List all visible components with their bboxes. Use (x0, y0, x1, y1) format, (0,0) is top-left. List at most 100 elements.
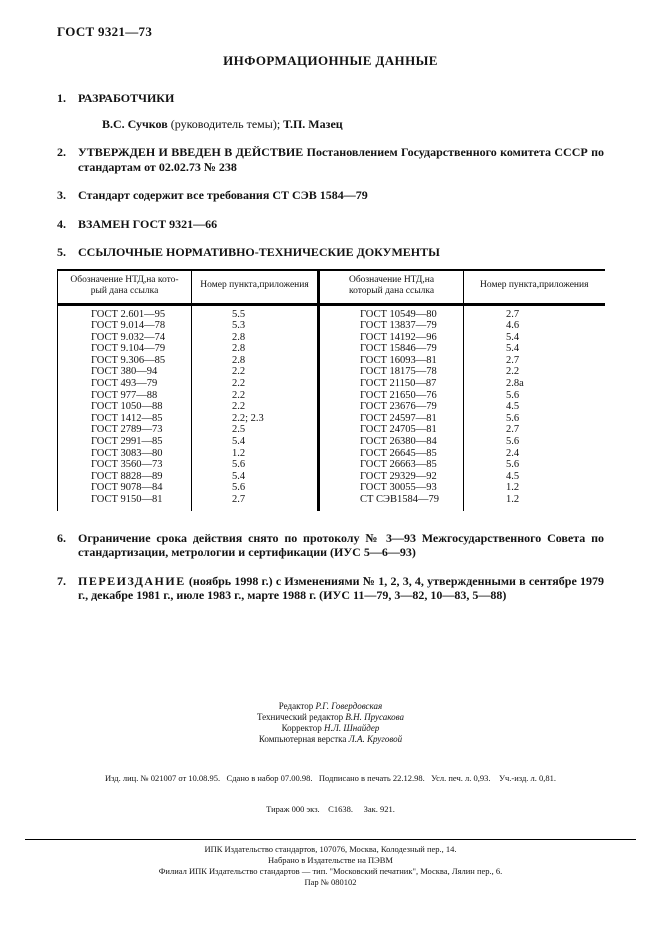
credit-line: Корректор Н.Л. Шнайдер (57, 723, 604, 734)
clause-cell: 2.2 (191, 389, 320, 402)
ntd-ref-cell: ГОСТ 15846—79 (318, 343, 464, 355)
clause-cell: 1.2 (191, 447, 320, 460)
credits-block: Редактор Р.Г. Говердовская Технический р… (57, 701, 604, 745)
ntd-ref-cell: ГОСТ 21150—87 (318, 378, 464, 390)
clause-cell: 5.6 (506, 459, 520, 471)
col-header-ntd-right: Обозначение НТД,на который дана ссылка (318, 269, 464, 306)
clause-cell: 5.6 (506, 412, 520, 424)
publisher-line: Филиал ИПК Издательство стандартов — тип… (158, 865, 503, 876)
table-row: ГОСТ 3083—80 1.2 ГОСТ 26645—85 2.4 (57, 447, 605, 460)
clause-cell: 5.4 (191, 470, 320, 483)
clause-cell: 2.2 (191, 401, 320, 413)
clause-cell: 5.6 (506, 389, 520, 401)
clause-cell: 2.8 (191, 354, 320, 367)
table-row: ГОСТ 493—79 2.2 ГОСТ 21150—87 2.8а (57, 378, 605, 390)
section-7: 7. ПЕРЕИЗДАНИЕ (ноябрь 1998 г.) с Изменен… (57, 574, 604, 603)
clause-cell: 4.6 (506, 320, 520, 332)
clause-cell: 4.5 (506, 470, 520, 482)
ntd-ref-cell: ГОСТ 380—94 (57, 366, 192, 379)
section-text: ВЗАМЕН ГОСТ 9321—66 (78, 216, 218, 231)
ntd-ref-cell: ГОСТ 1412—85 (57, 412, 192, 425)
ntd-ref-cell: ГОСТ 24597—81 (318, 412, 464, 425)
credit-role: Корректор (281, 722, 322, 733)
ntd-ref-cell: ГОСТ 29329—92 (318, 470, 464, 483)
ntd-ref-cell: ГОСТ 14192—96 (318, 331, 464, 344)
section-number: 2. (57, 145, 66, 159)
ntd-ref-cell: ГОСТ 2.601—95 (57, 304, 192, 321)
section-number: 6. (57, 530, 66, 545)
section-3: 3. Стандарт содержит все требования СТ СЭ… (57, 188, 604, 203)
clause-cell: 2.2 (191, 378, 320, 390)
section-number: 4. (57, 216, 66, 231)
section-text: В.С. Сучков (руководитель темы); Т.П. Ма… (102, 116, 343, 131)
ntd-ref-cell: ГОСТ 26380—84 (318, 436, 464, 448)
credit-name: Л.А. Круговой (348, 733, 403, 744)
section-number: 5. (57, 245, 66, 259)
clause-cell: 2.7 (506, 354, 520, 366)
publisher-line: Набрано в Издательстве на ПЭВМ (268, 854, 393, 865)
table-row: ГОСТ 9.104—79 2.8 ГОСТ 15846—79 5.4 (57, 343, 605, 355)
clause-cell: 2.7 (506, 308, 520, 320)
clause-cell: 1.2 (506, 494, 520, 505)
publisher-line: Пар № 080102 (304, 876, 357, 887)
clause-cell: 4.5 (506, 401, 520, 413)
ntd-ref-cell: ГОСТ 2991—85 (57, 436, 192, 448)
ntd-ref-cell: ГОСТ 3560—73 (57, 459, 192, 471)
clause-cell: 5.4 (506, 331, 520, 343)
credit-name: Р.Г. Говердовская (315, 700, 383, 711)
clause-cell: 5.4 (191, 436, 320, 448)
table-row: ГОСТ 9.014—78 5.3 ГОСТ 13837—79 4.6 (57, 320, 605, 332)
table-row: ГОСТ 2991—85 5.4 ГОСТ 26380—84 5.6 (57, 436, 605, 448)
section-body: В.С. Сучков (руководитель темы); Т.П. Ма… (57, 117, 604, 132)
section-text: ПЕРЕИЗДАНИЕ (ноябрь 1998 г.) с Изменения… (78, 573, 604, 603)
sections-bottom: 6. Ограничение срока действия снято по пр… (57, 531, 604, 603)
ntd-ref-cell: ГОСТ 9078—84 (57, 482, 192, 494)
col-header-ntd-left: Обозначение НТД,на кото- рый дана ссылка (57, 269, 192, 306)
credit-line: Редактор Р.Г. Говердовская (57, 701, 604, 712)
table-row: ГОСТ 8828—89 5.4 ГОСТ 29329—92 4.5 (57, 470, 605, 483)
clause-cell: 2.8 (191, 331, 320, 344)
credit-role: Технический редактор (256, 711, 344, 722)
table-row: ГОСТ 9.306—85 2.8 ГОСТ 16093—81 2.7 (57, 354, 605, 367)
credit-line: Компьютерная верстка Л.А. Круговой (57, 734, 604, 745)
ntd-ref-cell: ГОСТ 9150—81 (57, 494, 192, 506)
ntd-ref-cell: ГОСТ 8828—89 (57, 470, 192, 483)
publisher-line: ИПК Издательство стандартов, 107076, Мос… (204, 843, 457, 854)
section-text: РАЗРАБОТЧИКИ (78, 91, 175, 105)
credit-line: Технический редактор В.Н. Прусакова (57, 712, 604, 723)
section-text: Ограничение срока действия снято по прот… (78, 530, 604, 560)
credit-name: Н.Л. Шнайдер (324, 722, 380, 733)
ntd-ref-cell: ГОСТ 9.032—74 (57, 331, 192, 344)
clause-cell: 2.2 (191, 366, 320, 379)
clause-cell: 5.5 (191, 304, 320, 321)
references-table-body: ГОСТ 2.601—95 5.5 ГОСТ 10549—80 2.7 ГОСТ 9.0… (57, 304, 605, 511)
references-table: Обозначение НТД,на кото- рый дана ссылка… (57, 268, 605, 511)
clause-cell: 1.2 (506, 482, 520, 494)
section-text: Стандарт содержит все требования СТ СЭВ … (78, 188, 368, 202)
clause-cell: 2.4 (506, 447, 520, 459)
section-6: 6. Ограничение срока действия снято по пр… (57, 531, 604, 560)
table-bottom-spacer (57, 505, 605, 511)
table-row: ГОСТ 380—94 2.2 ГОСТ 18175—78 2.2 (57, 366, 605, 379)
clause-cell: 2.8 (191, 343, 320, 355)
ntd-ref-cell: СТ СЭВ1584—79 (318, 494, 464, 506)
credit-role: Редактор (278, 700, 314, 711)
ntd-ref-cell: ГОСТ 26663—85 (318, 459, 464, 471)
credit-name: В.Н. Прусакова (345, 711, 405, 722)
table-row: ГОСТ 2789—73 2.5 ГОСТ 24705—81 2.7 (57, 424, 605, 437)
table-row: ГОСТ 3560—73 5.6 ГОСТ 26663—85 5.6 (57, 459, 605, 471)
ntd-ref-cell: ГОСТ 2789—73 (57, 424, 192, 437)
ntd-ref-cell: ГОСТ 13837—79 (318, 320, 464, 332)
ntd-ref-cell: ГОСТ 26645—85 (318, 447, 464, 460)
ntd-ref-cell: ГОСТ 30055—93 (318, 482, 464, 494)
imprint-line-2: Тираж 000 экз. С1638. Зак. 921. (266, 804, 395, 815)
section-number: 3. (57, 188, 66, 202)
section-2: 2. УТВЕРЖДЕН И ВВЕДЕН В ДЕЙСТВИЕ Постанов… (57, 145, 604, 174)
section-number: 1. (57, 91, 66, 105)
page-title: ИНФОРМАЦИОННЫЕ ДАННЫЕ (223, 53, 438, 68)
ntd-ref-cell: ГОСТ 21650—76 (318, 389, 464, 402)
section-text: ССЫЛОЧНЫЕ НОРМАТИВНО-ТЕХНИЧЕСКИЕ ДОКУМЕН… (78, 245, 440, 259)
clause-cell: 5.6 (191, 482, 320, 494)
ntd-ref-cell: ГОСТ 16093—81 (318, 354, 464, 367)
